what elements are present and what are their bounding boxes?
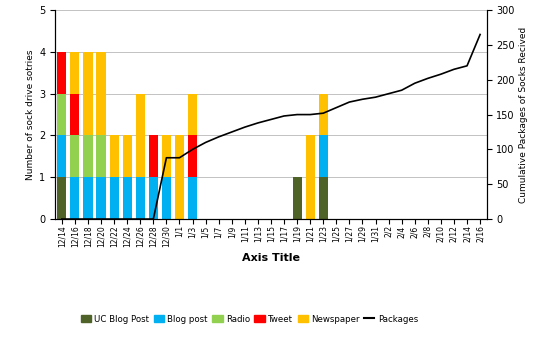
Bar <box>188 94 197 135</box>
Bar <box>58 94 66 135</box>
Bar <box>96 135 106 177</box>
Bar <box>319 94 328 135</box>
Bar <box>58 177 66 219</box>
Legend: UC Blog Post, Blog post, Radio, Tweet, Newspaper, Packages: UC Blog Post, Blog post, Radio, Tweet, N… <box>77 311 421 327</box>
Bar <box>84 177 92 219</box>
Bar <box>149 177 158 219</box>
Bar <box>84 52 92 135</box>
Bar <box>293 177 302 219</box>
Bar <box>70 177 80 219</box>
Bar <box>70 135 80 177</box>
Bar <box>96 177 106 219</box>
Bar <box>162 135 171 177</box>
Bar <box>84 135 92 177</box>
Y-axis label: Number of sock drive sotries: Number of sock drive sotries <box>26 49 35 180</box>
Bar <box>319 177 328 219</box>
Bar <box>123 177 132 219</box>
Bar <box>96 52 106 135</box>
Bar <box>188 135 197 177</box>
Bar <box>123 135 132 177</box>
Bar <box>306 135 315 219</box>
Bar <box>188 177 197 219</box>
Bar <box>162 177 171 219</box>
Bar <box>58 135 66 177</box>
Bar <box>109 135 119 177</box>
X-axis label: Axis Title: Axis Title <box>242 253 300 263</box>
Bar <box>58 52 66 94</box>
Bar <box>70 52 80 94</box>
Bar <box>175 135 184 219</box>
Bar <box>135 94 145 177</box>
Bar <box>149 135 158 177</box>
Bar <box>109 177 119 219</box>
Bar <box>135 177 145 219</box>
Y-axis label: Cumulative Packages of Socks Recived: Cumulative Packages of Socks Recived <box>519 27 528 203</box>
Bar <box>319 135 328 177</box>
Bar <box>70 94 80 135</box>
